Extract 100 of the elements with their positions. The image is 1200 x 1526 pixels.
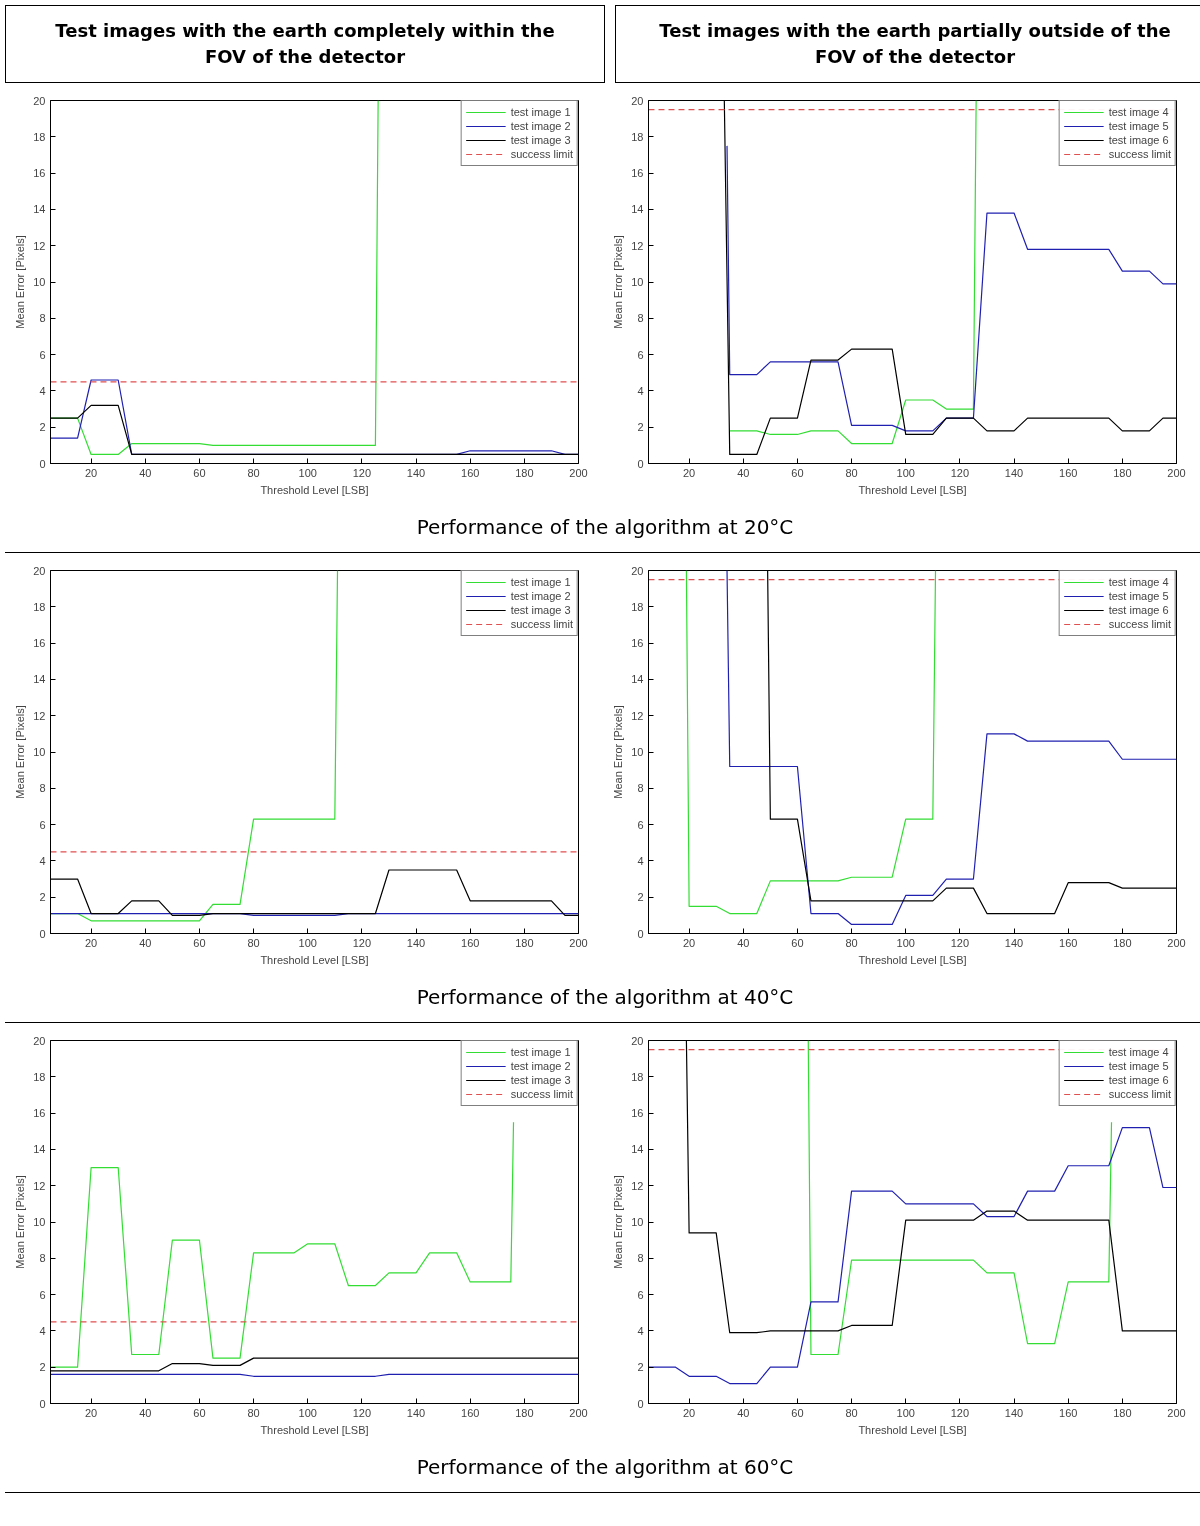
y-axis-title: Mean Error [Pixels] [14, 235, 27, 329]
legend-label: test image 1 [510, 105, 571, 119]
y-tick-label: 14 [33, 1143, 46, 1156]
y-tick-label: 18 [631, 130, 644, 143]
y-tick-label: 14 [631, 673, 644, 686]
y-tick-label: 4 [637, 854, 644, 867]
legend-label: test image 2 [510, 119, 571, 133]
y-tick-label: 6 [39, 1288, 46, 1301]
y-tick-label: 16 [33, 167, 46, 180]
text: Performance of the algorithm at 40°C [416, 984, 794, 1012]
y-tick-label: 20 [631, 94, 644, 107]
x-tick-label: 200 [1167, 1406, 1186, 1419]
x-tick-label: 40 [139, 1406, 152, 1419]
y-tick-label: 2 [637, 1361, 644, 1374]
x-tick-label: 80 [247, 1406, 260, 1419]
y-tick-label: 12 [33, 239, 46, 252]
x-tick-label: 180 [515, 466, 534, 479]
x-tick-label: 60 [791, 466, 804, 479]
y-tick-label: 20 [33, 1034, 46, 1047]
y-tick-label: 6 [637, 818, 644, 831]
legend-label: success limit [510, 1087, 573, 1101]
x-tick-label: 140 [406, 466, 426, 479]
y-tick-label: 4 [637, 1324, 644, 1337]
x-tick-label: 200 [1167, 936, 1186, 949]
legend-label: test image 2 [510, 589, 571, 603]
x-axis-title: Threshold Level [LSB] [260, 953, 369, 966]
y-tick-label: 20 [33, 564, 46, 577]
y-tick-label: 18 [631, 600, 644, 613]
x-tick-label: 180 [1113, 936, 1132, 949]
x-tick-label: 80 [845, 466, 858, 479]
legend-label: test image 5 [1108, 1059, 1169, 1073]
y-tick-label: 6 [637, 348, 644, 361]
x-tick-label: 20 [683, 1406, 696, 1419]
y-axis-title: Mean Error [Pixels] [14, 705, 27, 799]
x-tick-label: 160 [1059, 936, 1078, 949]
y-tick-label: 8 [637, 312, 644, 325]
y-tick-label: 0 [39, 1397, 46, 1410]
x-tick-label: 100 [298, 1406, 317, 1419]
x-tick-label: 120 [352, 936, 372, 949]
y-tick-label: 14 [631, 203, 644, 216]
text: Performance of the algorithm at 60°C [416, 1454, 794, 1482]
y-tick-label: 8 [39, 1252, 46, 1265]
legend-label: success limit [510, 147, 573, 161]
x-tick-label: 40 [737, 466, 750, 479]
y-tick-label: 2 [39, 891, 46, 904]
x-tick-label: 120 [352, 1406, 372, 1419]
y-tick-label: 12 [631, 1179, 644, 1192]
x-tick-label: 120 [950, 936, 970, 949]
legend-label: test image 2 [510, 1059, 571, 1073]
x-tick-label: 20 [683, 466, 696, 479]
x-tick-label: 20 [85, 936, 98, 949]
y-tick-label: 0 [637, 927, 644, 940]
x-tick-label: 40 [139, 936, 152, 949]
legend-label: success limit [510, 617, 573, 631]
y-tick-label: 10 [631, 276, 644, 288]
legend-label: success limit [1108, 147, 1171, 161]
x-tick-label: 100 [896, 1406, 915, 1419]
y-tick-label: 10 [631, 746, 644, 758]
y-tick-label: 20 [33, 94, 46, 107]
y-tick-label: 0 [39, 927, 46, 940]
x-tick-label: 20 [85, 1406, 98, 1419]
legend-label: test image 5 [1108, 119, 1169, 133]
y-tick-label: 16 [631, 1107, 644, 1120]
x-tick-label: 80 [845, 936, 858, 949]
legend-label: test image 6 [1108, 1073, 1169, 1087]
x-tick-label: 100 [896, 466, 915, 479]
y-tick-label: 2 [637, 891, 644, 904]
x-tick-label: 180 [1113, 466, 1132, 479]
legend-label: test image 4 [1108, 1045, 1169, 1059]
y-tick-label: 18 [33, 130, 46, 143]
y-axis-title: Mean Error [Pixels] [612, 1175, 625, 1269]
x-tick-label: 180 [1113, 1406, 1132, 1419]
legend-label: test image 5 [1108, 589, 1169, 603]
y-tick-label: 18 [33, 600, 46, 613]
y-tick-label: 2 [39, 1361, 46, 1374]
x-tick-label: 100 [298, 936, 317, 949]
x-tick-label: 140 [406, 936, 426, 949]
y-tick-label: 0 [637, 457, 644, 470]
y-tick-label: 10 [631, 1216, 644, 1228]
legend-label: test image 1 [510, 1045, 571, 1059]
y-axis-title: Mean Error [Pixels] [612, 235, 625, 329]
x-tick-label: 80 [247, 466, 260, 479]
y-tick-label: 12 [631, 709, 644, 722]
y-tick-label: 16 [33, 1107, 46, 1120]
x-tick-label: 120 [352, 466, 372, 479]
chart-title: Test images with the earth partially outside of the FOV of the detector [658, 19, 1172, 69]
y-tick-label: 20 [631, 1034, 644, 1047]
x-tick-label: 160 [461, 1406, 480, 1419]
y-tick-label: 4 [39, 384, 46, 397]
x-tick-label: 120 [950, 466, 970, 479]
y-tick-label: 14 [33, 673, 46, 686]
legend-label: test image 6 [1108, 133, 1169, 147]
text: Performance of the algorithm at 20°C [416, 514, 794, 542]
x-tick-label: 120 [950, 1406, 970, 1419]
legend-label: test image 3 [510, 133, 571, 147]
x-tick-label: 160 [1059, 1406, 1078, 1419]
x-tick-label: 40 [139, 466, 152, 479]
y-tick-label: 10 [33, 746, 46, 758]
y-tick-label: 8 [637, 782, 644, 795]
x-tick-label: 80 [247, 936, 260, 949]
